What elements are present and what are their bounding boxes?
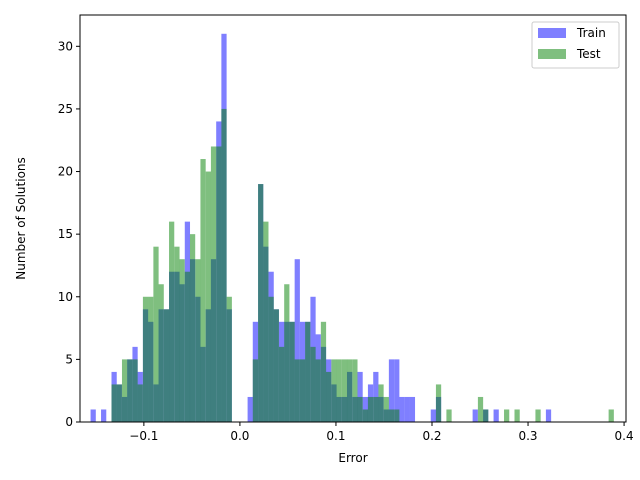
x-tick-label: 0.0 [230, 429, 249, 443]
bar-test [310, 346, 316, 422]
bar-train [90, 409, 96, 422]
x-axis-label: Error [338, 451, 367, 465]
bar-test [299, 359, 306, 422]
bar-test [174, 246, 180, 422]
x-axis: −0.1 0.0 0.1 0.2 0.3 0.4 [129, 422, 634, 443]
bar-test [278, 346, 285, 422]
bar-test [148, 296, 154, 422]
bar-test [378, 384, 384, 422]
bar-test [153, 246, 159, 422]
bar-test [137, 384, 143, 422]
bar-test [210, 146, 217, 422]
bar-test [305, 321, 311, 422]
bar-train [409, 396, 416, 422]
bar-test [200, 159, 206, 422]
bar-test [352, 359, 358, 422]
legend-swatch-test [538, 49, 566, 59]
bar-test [388, 409, 395, 422]
bar-test [127, 359, 133, 422]
x-tick-label: 0.3 [518, 429, 537, 443]
y-tick-label: 30 [58, 39, 73, 53]
bar-test [116, 384, 122, 422]
bar-test [483, 409, 489, 422]
bar-train [394, 359, 400, 422]
bar-test [514, 409, 520, 422]
bar-test [252, 359, 259, 422]
bar-test [221, 108, 227, 422]
legend: Train Test [531, 21, 620, 69]
bar-test [284, 284, 290, 422]
legend-label-test: Test [576, 47, 601, 61]
bar-test [163, 309, 170, 422]
y-tick-label: 5 [65, 352, 73, 366]
bar-train [545, 409, 552, 422]
bar-test [336, 359, 342, 422]
series-test-bars [111, 108, 614, 422]
bar-train [388, 359, 395, 422]
bar-train [247, 396, 253, 422]
bar-test [315, 359, 321, 422]
bar-test [435, 384, 442, 422]
bar-test [294, 359, 300, 422]
bar-test [367, 396, 374, 422]
bar-train [493, 409, 499, 422]
bar-test [195, 259, 201, 422]
y-axis: 0 5 10 15 20 25 30 [58, 39, 80, 429]
bar-test [226, 296, 232, 422]
y-tick-label: 20 [58, 165, 73, 179]
bar-test [346, 359, 353, 422]
legend-swatch-train [538, 28, 566, 38]
bar-test [357, 396, 363, 422]
bar-test [268, 296, 274, 422]
bar-test [273, 309, 279, 422]
x-tick-label: 0.2 [422, 429, 441, 443]
x-tick-label: 0.1 [326, 429, 345, 443]
bar-test [121, 359, 128, 422]
bar-test [258, 184, 264, 422]
bar-test [504, 409, 510, 422]
bar-test [263, 221, 269, 422]
legend-label-train: Train [576, 26, 606, 40]
y-tick-label: 10 [58, 290, 73, 304]
bar-test [383, 396, 389, 422]
bar-test [373, 396, 379, 422]
plot-frame [79, 14, 627, 423]
y-tick-label: 25 [58, 102, 73, 116]
bar-test [132, 359, 138, 422]
bar-test [477, 396, 484, 422]
bar-train [472, 409, 478, 422]
bar-test [326, 371, 332, 422]
bar-test [169, 221, 175, 422]
bar-test [184, 271, 191, 422]
bar-test [289, 321, 295, 422]
bar-test [216, 146, 222, 422]
bar-test [179, 259, 185, 422]
bar-test [111, 384, 117, 422]
y-tick-label: 0 [65, 415, 73, 429]
bar-test [608, 409, 614, 422]
bar-test [189, 234, 196, 422]
bar-train [430, 409, 436, 422]
x-tick-label: −0.1 [129, 429, 158, 443]
y-tick-label: 15 [58, 227, 73, 241]
bar-test [362, 409, 368, 422]
bar-train [399, 396, 405, 422]
bars-layer [90, 33, 614, 423]
bar-test [341, 359, 348, 422]
bar-test [446, 409, 452, 422]
bar-train [101, 409, 107, 422]
bar-test [158, 284, 164, 422]
bar-train [404, 396, 410, 422]
bar-test [331, 359, 337, 422]
bar-test [142, 296, 149, 422]
x-tick-label: 0.4 [615, 429, 634, 443]
bar-test [535, 409, 541, 422]
bar-test [320, 321, 327, 422]
bar-test [205, 171, 211, 422]
y-axis-label: Number of Solutions [14, 157, 28, 280]
bar-train [294, 259, 300, 422]
bar-test [394, 409, 400, 422]
